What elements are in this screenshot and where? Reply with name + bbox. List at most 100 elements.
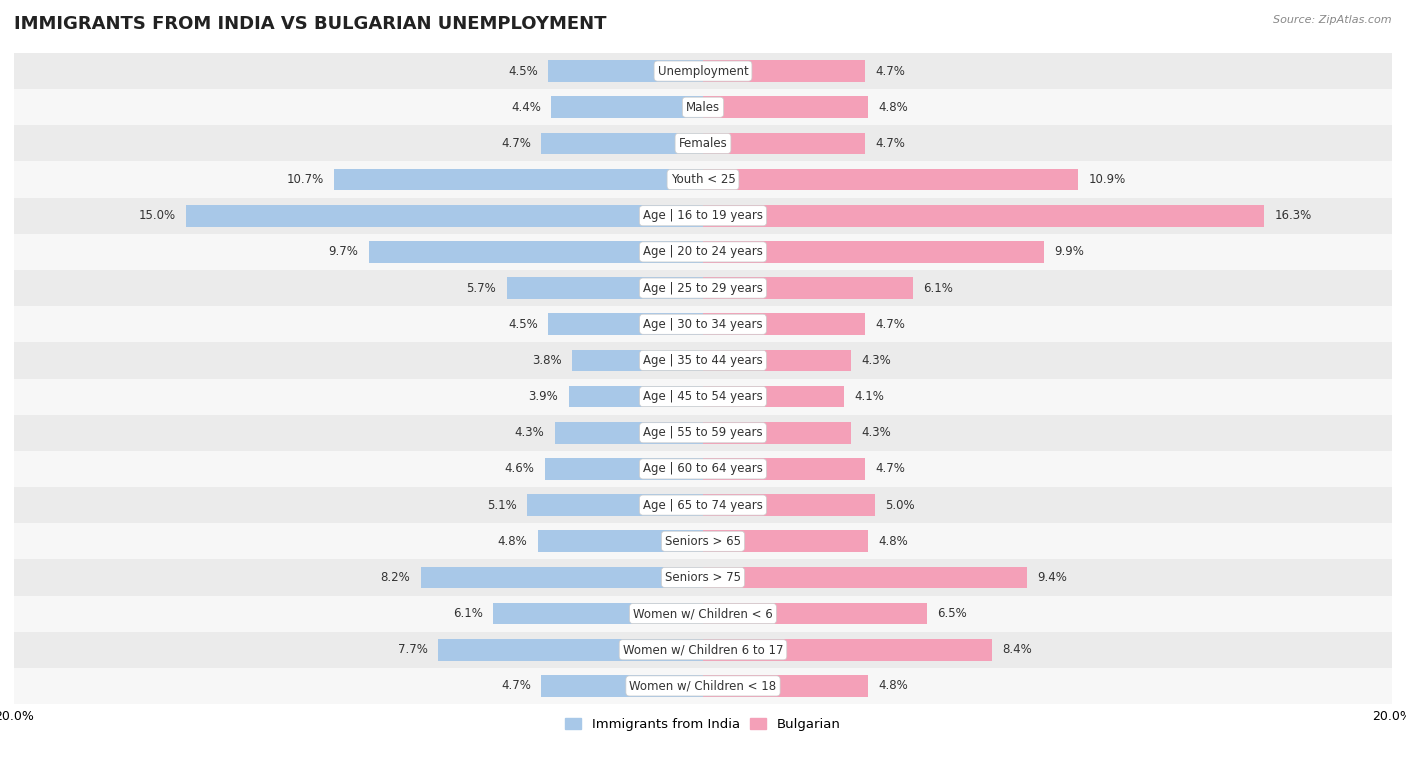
- Text: Age | 45 to 54 years: Age | 45 to 54 years: [643, 390, 763, 403]
- Text: Seniors > 75: Seniors > 75: [665, 571, 741, 584]
- Text: 8.4%: 8.4%: [1002, 643, 1032, 656]
- Bar: [14, 161, 1392, 198]
- Bar: [548, 313, 703, 335]
- Text: 4.8%: 4.8%: [879, 534, 908, 548]
- Bar: [703, 313, 865, 335]
- Text: Age | 16 to 19 years: Age | 16 to 19 years: [643, 209, 763, 223]
- Text: 4.7%: 4.7%: [875, 64, 905, 77]
- Text: 4.8%: 4.8%: [498, 534, 527, 548]
- Bar: [568, 386, 703, 407]
- Bar: [703, 494, 875, 516]
- Text: Age | 20 to 24 years: Age | 20 to 24 years: [643, 245, 763, 258]
- Bar: [703, 675, 869, 696]
- Text: 9.4%: 9.4%: [1038, 571, 1067, 584]
- Text: Youth < 25: Youth < 25: [671, 173, 735, 186]
- Text: Women w/ Children 6 to 17: Women w/ Children 6 to 17: [623, 643, 783, 656]
- Bar: [14, 631, 1392, 668]
- Text: Age | 35 to 44 years: Age | 35 to 44 years: [643, 354, 763, 367]
- Bar: [537, 531, 703, 552]
- Bar: [14, 487, 1392, 523]
- Bar: [703, 350, 851, 371]
- Bar: [548, 61, 703, 82]
- Text: 4.3%: 4.3%: [862, 354, 891, 367]
- Text: 5.7%: 5.7%: [467, 282, 496, 294]
- Bar: [14, 53, 1392, 89]
- Text: 15.0%: 15.0%: [139, 209, 176, 223]
- Bar: [14, 198, 1392, 234]
- Text: 10.7%: 10.7%: [287, 173, 323, 186]
- Bar: [703, 61, 865, 82]
- Bar: [703, 458, 865, 480]
- Bar: [14, 415, 1392, 451]
- Text: 5.1%: 5.1%: [488, 499, 517, 512]
- Text: 4.4%: 4.4%: [512, 101, 541, 114]
- Bar: [572, 350, 703, 371]
- Text: Males: Males: [686, 101, 720, 114]
- Text: Unemployment: Unemployment: [658, 64, 748, 77]
- Text: Source: ZipAtlas.com: Source: ZipAtlas.com: [1274, 15, 1392, 25]
- Text: 8.2%: 8.2%: [381, 571, 411, 584]
- Text: 16.3%: 16.3%: [1275, 209, 1312, 223]
- Text: 4.8%: 4.8%: [879, 101, 908, 114]
- Bar: [541, 675, 703, 696]
- Bar: [335, 169, 703, 191]
- Bar: [703, 241, 1045, 263]
- Text: Age | 25 to 29 years: Age | 25 to 29 years: [643, 282, 763, 294]
- Bar: [703, 639, 993, 661]
- Bar: [14, 559, 1392, 596]
- Bar: [14, 451, 1392, 487]
- Bar: [703, 277, 912, 299]
- Bar: [14, 378, 1392, 415]
- Text: 4.7%: 4.7%: [875, 463, 905, 475]
- Text: 4.3%: 4.3%: [862, 426, 891, 439]
- Bar: [368, 241, 703, 263]
- Bar: [703, 205, 1264, 226]
- Text: 4.5%: 4.5%: [508, 318, 537, 331]
- Bar: [703, 132, 865, 154]
- Text: 6.1%: 6.1%: [924, 282, 953, 294]
- Bar: [506, 277, 703, 299]
- Text: 4.7%: 4.7%: [875, 318, 905, 331]
- Text: 6.5%: 6.5%: [938, 607, 967, 620]
- Text: 4.3%: 4.3%: [515, 426, 544, 439]
- Text: 3.8%: 3.8%: [531, 354, 562, 367]
- Bar: [703, 386, 844, 407]
- Bar: [14, 234, 1392, 270]
- Bar: [14, 668, 1392, 704]
- Text: 4.5%: 4.5%: [508, 64, 537, 77]
- Bar: [551, 96, 703, 118]
- Bar: [14, 89, 1392, 126]
- Bar: [14, 342, 1392, 378]
- Bar: [14, 306, 1392, 342]
- Bar: [555, 422, 703, 444]
- Text: Age | 55 to 59 years: Age | 55 to 59 years: [643, 426, 763, 439]
- Legend: Immigrants from India, Bulgarian: Immigrants from India, Bulgarian: [560, 713, 846, 737]
- Bar: [494, 603, 703, 625]
- Text: 6.1%: 6.1%: [453, 607, 482, 620]
- Bar: [703, 531, 869, 552]
- Text: IMMIGRANTS FROM INDIA VS BULGARIAN UNEMPLOYMENT: IMMIGRANTS FROM INDIA VS BULGARIAN UNEMP…: [14, 15, 606, 33]
- Text: 9.9%: 9.9%: [1054, 245, 1084, 258]
- Bar: [14, 596, 1392, 631]
- Bar: [541, 132, 703, 154]
- Text: Age | 30 to 34 years: Age | 30 to 34 years: [643, 318, 763, 331]
- Text: 9.7%: 9.7%: [329, 245, 359, 258]
- Bar: [703, 422, 851, 444]
- Text: 3.9%: 3.9%: [529, 390, 558, 403]
- Bar: [703, 169, 1078, 191]
- Text: 4.7%: 4.7%: [875, 137, 905, 150]
- Bar: [14, 126, 1392, 161]
- Bar: [703, 603, 927, 625]
- Bar: [437, 639, 703, 661]
- Text: 4.8%: 4.8%: [879, 680, 908, 693]
- Bar: [703, 96, 869, 118]
- Bar: [186, 205, 703, 226]
- Text: 10.9%: 10.9%: [1088, 173, 1126, 186]
- Bar: [14, 523, 1392, 559]
- Bar: [527, 494, 703, 516]
- Bar: [544, 458, 703, 480]
- Text: 4.7%: 4.7%: [501, 680, 531, 693]
- Text: 4.7%: 4.7%: [501, 137, 531, 150]
- Text: Women w/ Children < 6: Women w/ Children < 6: [633, 607, 773, 620]
- Bar: [420, 566, 703, 588]
